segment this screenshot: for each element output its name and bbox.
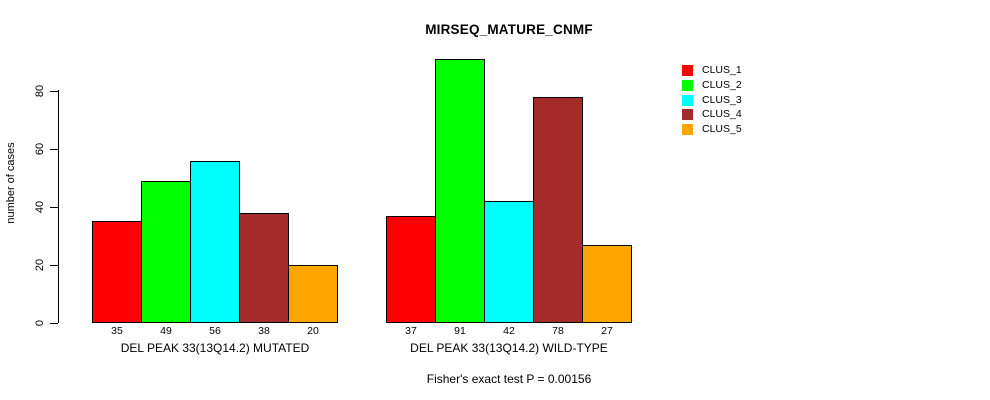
y-tick-mark (50, 91, 58, 92)
bar-clus_4 (533, 97, 583, 323)
bar-clus_4 (239, 213, 289, 323)
legend-item: CLUS_4 (682, 109, 752, 120)
bar-clus_2 (141, 181, 191, 323)
legend-label: CLUS_3 (702, 94, 742, 106)
bar-value-label: 27 (601, 325, 613, 337)
bar-value-label: 37 (405, 325, 417, 337)
y-axis-title: number of cases (5, 142, 17, 224)
legend-label: CLUS_1 (702, 64, 742, 76)
bar-clus_2 (435, 59, 485, 323)
legend-item: CLUS_5 (682, 124, 752, 135)
legend-swatch-icon (682, 95, 693, 106)
legend-swatch-icon (682, 65, 693, 76)
bar-clus_5 (582, 245, 632, 323)
y-tick-label: 0 (34, 319, 46, 327)
y-tick-mark (50, 149, 58, 150)
bar-value-label: 49 (160, 325, 172, 337)
bar-clus_1 (386, 216, 436, 323)
legend-label: CLUS_5 (702, 123, 742, 135)
legend-swatch-icon (682, 80, 693, 91)
y-axis-line (58, 90, 59, 323)
fisher-test-annotation: Fisher's exact test P = 0.00156 (426, 372, 592, 386)
bar-clus_3 (190, 161, 240, 323)
legend-swatch-icon (682, 109, 693, 120)
bar-value-label: 38 (258, 325, 270, 337)
y-tick-label: 80 (34, 84, 46, 98)
bar-value-label: 78 (552, 325, 564, 337)
y-tick-mark (50, 265, 58, 266)
legend-label: CLUS_2 (702, 79, 742, 91)
bar-value-label: 20 (307, 325, 319, 337)
bar-value-label: 35 (111, 325, 123, 337)
y-tick-mark (50, 323, 58, 324)
chart-title: MIRSEQ_MATURE_CNMF (425, 22, 593, 37)
x-group-label: DEL PEAK 33(13Q14.2) MUTATED (120, 341, 310, 355)
bar-clus_1 (92, 221, 142, 323)
legend-label: CLUS_4 (702, 108, 742, 120)
y-tick-label: 40 (34, 200, 46, 214)
legend-item: CLUS_1 (682, 65, 752, 76)
y-tick-mark (50, 207, 58, 208)
bar-clus_3 (484, 201, 534, 323)
legend-swatch-icon (682, 124, 693, 135)
legend-item: CLUS_2 (682, 80, 752, 91)
bar-value-label: 91 (454, 325, 466, 337)
legend-item: CLUS_3 (682, 95, 752, 106)
y-tick-label: 20 (34, 258, 46, 272)
bar-value-label: 56 (209, 325, 221, 337)
x-group-label: DEL PEAK 33(13Q14.2) WILD-TYPE (410, 341, 608, 355)
bar-clus_5 (288, 265, 338, 323)
y-tick-label: 60 (34, 142, 46, 156)
bar-value-label: 42 (503, 325, 515, 337)
